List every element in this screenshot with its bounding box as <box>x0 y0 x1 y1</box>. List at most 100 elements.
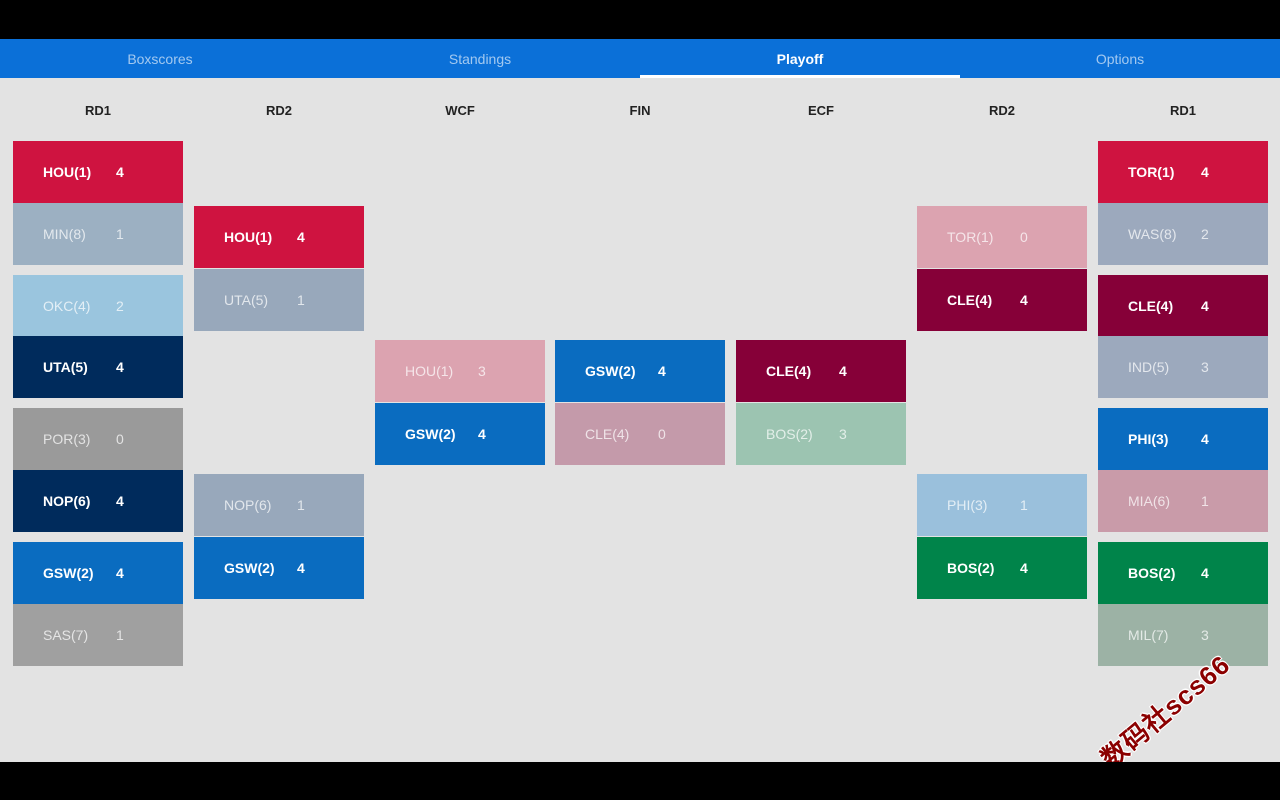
team-wins: 1 <box>297 497 305 513</box>
west-rd1-team-1[interactable]: HOU(1) 4 <box>13 141 183 203</box>
tab-options[interactable]: Options <box>1095 50 1145 67</box>
west-rd1-team-4[interactable]: UTA(5) 4 <box>13 336 183 398</box>
east-rd2-team-3[interactable]: PHI(3) 1 <box>917 474 1087 536</box>
west-rd1-team-7[interactable]: GSW(2) 4 <box>13 542 183 604</box>
team-wins: 4 <box>297 229 305 245</box>
team-wins: 4 <box>1201 565 1209 581</box>
team-wins: 3 <box>839 426 847 442</box>
team-name: GSW(2) <box>43 565 94 581</box>
west-rd2-team-4[interactable]: GSW(2) 4 <box>194 537 364 599</box>
team-wins: 3 <box>1201 359 1209 375</box>
team-name: CLE(4) <box>766 363 812 379</box>
team-name: MIL(7) <box>1128 627 1169 643</box>
team-name: GSW(2) <box>405 426 456 442</box>
tab-bar: Boxscores Standings Playoff Options <box>0 39 1280 78</box>
team-name: CLE(4) <box>1128 298 1174 314</box>
team-wins: 1 <box>116 627 124 643</box>
team-name: GSW(2) <box>585 363 636 379</box>
header-east-rd1: RD1 <box>1169 103 1196 118</box>
tab-playoff[interactable]: Playoff <box>640 39 960 78</box>
team-name: NOP(6) <box>224 497 272 513</box>
wcf-team-1[interactable]: HOU(1) 3 <box>375 340 545 402</box>
team-wins: 2 <box>1201 226 1209 242</box>
header-wcf: WCF <box>445 103 475 118</box>
team-wins: 3 <box>1201 627 1209 643</box>
west-rd1-team-5[interactable]: POR(3) 0 <box>13 408 183 470</box>
team-name: HOU(1) <box>224 229 273 245</box>
east-rd1-team-4[interactable]: IND(5) 3 <box>1098 336 1268 398</box>
team-name: OKC(4) <box>43 298 91 314</box>
team-wins: 3 <box>478 363 486 379</box>
east-rd1-team-7[interactable]: BOS(2) 4 <box>1098 542 1268 604</box>
west-rd2-team-2[interactable]: UTA(5) 1 <box>194 269 364 331</box>
team-name: POR(3) <box>43 431 91 447</box>
playoff-screen: Boxscores Standings Playoff Options RD1 … <box>0 39 1280 762</box>
east-rd2-team-4[interactable]: BOS(2) 4 <box>917 537 1087 599</box>
tab-standings[interactable]: Standings <box>448 50 512 67</box>
tab-boxscores[interactable]: Boxscores <box>127 50 193 67</box>
team-name: NOP(6) <box>43 493 91 509</box>
team-name: GSW(2) <box>224 560 275 576</box>
team-name: IND(5) <box>1128 359 1170 375</box>
team-name: UTA(5) <box>224 292 269 308</box>
east-rd1-team-8[interactable]: MIL(7) 3 <box>1098 604 1268 666</box>
header-east-rd2: RD2 <box>988 103 1015 118</box>
team-name: BOS(2) <box>947 560 995 576</box>
header-fin: FIN <box>629 103 651 118</box>
team-wins: 1 <box>116 226 124 242</box>
team-wins: 4 <box>1201 298 1209 314</box>
west-rd1-team-3[interactable]: OKC(4) 2 <box>13 275 183 337</box>
team-wins: 4 <box>839 363 847 379</box>
team-wins: 4 <box>658 363 666 379</box>
team-name: BOS(2) <box>1128 565 1176 581</box>
team-wins: 4 <box>1020 292 1028 308</box>
team-wins: 4 <box>116 359 124 375</box>
team-wins: 0 <box>116 431 124 447</box>
team-wins: 0 <box>1020 229 1028 245</box>
team-name: TOR(1) <box>1128 164 1175 180</box>
team-wins: 0 <box>658 426 666 442</box>
east-rd1-team-6[interactable]: MIA(6) 1 <box>1098 470 1268 532</box>
team-wins: 4 <box>1020 560 1028 576</box>
ecf-team-1[interactable]: CLE(4) 4 <box>736 340 906 402</box>
header-west-rd1: RD1 <box>84 103 111 118</box>
team-name: PHI(3) <box>1128 431 1169 447</box>
team-name: PHI(3) <box>947 497 988 513</box>
team-wins: 4 <box>116 493 124 509</box>
west-rd1-team-6[interactable]: NOP(6) 4 <box>13 470 183 532</box>
east-rd2-team-2[interactable]: CLE(4) 4 <box>917 269 1087 331</box>
team-name: UTA(5) <box>43 359 88 375</box>
team-wins: 1 <box>297 292 305 308</box>
west-rd2-team-1[interactable]: HOU(1) 4 <box>194 206 364 268</box>
team-name: HOU(1) <box>405 363 454 379</box>
east-rd1-team-3[interactable]: CLE(4) 4 <box>1098 275 1268 337</box>
team-wins: 4 <box>116 565 124 581</box>
east-rd2-team-1[interactable]: TOR(1) 0 <box>917 206 1087 268</box>
team-wins: 4 <box>116 164 124 180</box>
team-name: TOR(1) <box>947 229 994 245</box>
team-name: MIN(8) <box>43 226 86 242</box>
team-wins: 2 <box>116 298 124 314</box>
east-rd1-team-5[interactable]: PHI(3) 4 <box>1098 408 1268 470</box>
east-rd1-team-2[interactable]: WAS(8) 2 <box>1098 203 1268 265</box>
team-wins: 4 <box>478 426 486 442</box>
team-wins: 4 <box>1201 164 1209 180</box>
header-ecf: ECF <box>808 103 834 118</box>
team-name: MIA(6) <box>1128 493 1170 509</box>
team-name: WAS(8) <box>1128 226 1177 242</box>
west-rd1-team-8[interactable]: SAS(7) 1 <box>13 604 183 666</box>
fin-team-2[interactable]: CLE(4) 0 <box>555 403 725 465</box>
team-name: CLE(4) <box>947 292 993 308</box>
team-name: CLE(4) <box>585 426 630 442</box>
east-rd1-team-1[interactable]: TOR(1) 4 <box>1098 141 1268 203</box>
team-wins: 1 <box>1201 493 1209 509</box>
west-rd2-team-3[interactable]: NOP(6) 1 <box>194 474 364 536</box>
team-wins: 4 <box>1201 431 1209 447</box>
wcf-team-2[interactable]: GSW(2) 4 <box>375 403 545 465</box>
team-name: SAS(7) <box>43 627 89 643</box>
west-rd1-team-2[interactable]: MIN(8) 1 <box>13 203 183 265</box>
ecf-team-2[interactable]: BOS(2) 3 <box>736 403 906 465</box>
fin-team-1[interactable]: GSW(2) 4 <box>555 340 725 402</box>
header-west-rd2: RD2 <box>265 103 292 118</box>
team-name: BOS(2) <box>766 426 813 442</box>
